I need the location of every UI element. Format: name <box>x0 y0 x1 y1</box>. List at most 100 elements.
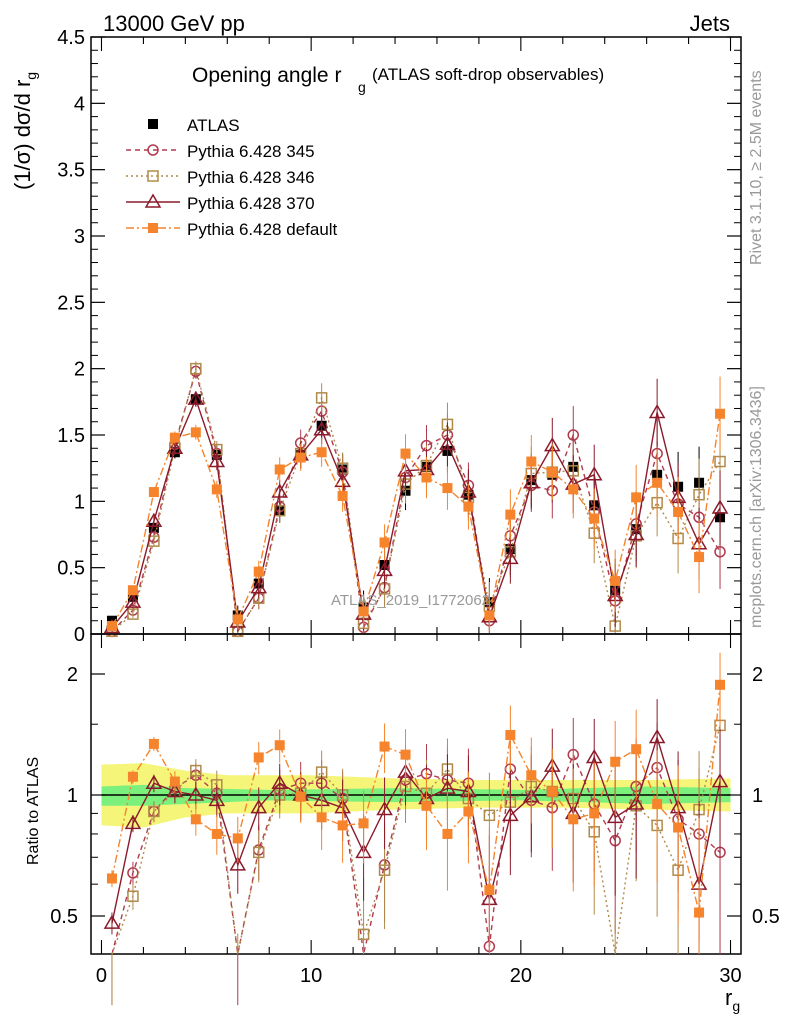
y-axis-label: (1/σ) dσ/d rg <box>10 72 39 190</box>
plot-title-sub: g <box>358 79 366 95</box>
main-y-tick-label: 1 <box>74 491 85 513</box>
main-y-tick-label: 1.5 <box>57 425 85 447</box>
data-point <box>400 448 411 459</box>
data-point <box>463 501 474 512</box>
ratio-point <box>502 806 519 822</box>
data-point <box>585 466 603 481</box>
data-point <box>211 484 222 495</box>
ratio-y-axis-label: Ratio to ATLAS <box>25 757 42 865</box>
data-point <box>148 487 159 498</box>
main-y-tick-label: 3 <box>74 226 85 248</box>
ratio-point <box>483 809 496 822</box>
ratio-y-tick-label-left: 1 <box>67 785 78 807</box>
ratio-line <box>111 684 721 913</box>
data-point <box>315 392 328 404</box>
ratio-point <box>145 774 163 789</box>
data-point <box>715 408 726 419</box>
data-point <box>652 477 663 488</box>
ratio-point <box>652 798 663 809</box>
main-y-tick-label: 2.5 <box>57 292 85 314</box>
ratio-point <box>232 833 243 844</box>
ratio-point <box>673 822 684 833</box>
ratio-point <box>463 806 474 817</box>
ratio-point <box>711 773 729 788</box>
series-line <box>111 413 721 627</box>
ratio-point <box>505 730 516 741</box>
ratio-y-tick-label-left: 0.5 <box>50 906 78 928</box>
ratio-point <box>250 799 268 814</box>
data-point <box>145 512 163 527</box>
mcplots-reference-label: mcplots.cern.ch [arXiv:1306.3436] <box>748 386 765 628</box>
legend-marker <box>148 119 158 129</box>
legend-label: Pythia 6.428 default <box>187 220 338 239</box>
ratio-point <box>610 756 621 767</box>
ratio-y-tick-label-right: 0.5 <box>752 906 780 928</box>
legend-label: Pythia 6.428 345 <box>187 142 315 161</box>
main-plot-ticks: 0 0.5 1 1.5 2 2.5 3 3.5 4 4.5 <box>57 27 741 646</box>
ratio-point <box>715 679 726 690</box>
ratio-series-pythia-6-428-default <box>106 652 726 954</box>
legend-entry: Pythia 6.428 370 <box>126 193 315 213</box>
ratio-point <box>627 795 645 810</box>
x-axis-label: rg <box>725 985 740 1014</box>
ratio-point <box>211 828 222 839</box>
x-axis-label-sub: g <box>732 998 740 1014</box>
data-point <box>337 491 348 502</box>
legend-entry: ATLAS <box>148 116 240 135</box>
ratio-y-tick-label-left: 2 <box>67 664 78 686</box>
data-point <box>526 456 537 467</box>
data-point <box>631 492 642 503</box>
data-point <box>148 522 159 533</box>
data-point <box>421 472 432 483</box>
ratio-point <box>127 890 139 902</box>
ratio-point <box>106 873 117 884</box>
ratio-plot-ticks: 0.5 0.51 12 20 10 20 30 <box>50 634 780 987</box>
data-point <box>442 483 453 494</box>
ratio-line <box>111 725 721 955</box>
ratio-point <box>648 729 666 744</box>
legend-entry: Pythia 6.428 default <box>126 220 338 239</box>
ratio-point <box>547 786 558 797</box>
data-point <box>253 566 264 577</box>
data-point <box>187 390 205 405</box>
ratio-point <box>127 771 138 782</box>
data-point <box>273 504 286 517</box>
main-y-tick-label: 0 <box>74 624 85 646</box>
ratio-point <box>229 856 247 871</box>
data-point <box>313 421 330 436</box>
data-point <box>127 585 138 596</box>
main-y-tick-label: 2 <box>74 359 85 381</box>
ratio-y-tick-label-right: 1 <box>752 785 763 807</box>
ratio-plot-series <box>103 652 729 1006</box>
x-tick-label: 10 <box>300 965 322 987</box>
legend-marker <box>147 170 159 182</box>
legend-entry: Pythia 6.428 345 <box>126 142 315 161</box>
ratio-point <box>208 791 226 807</box>
data-point <box>208 453 226 468</box>
x-tick-label: 0 <box>96 965 107 987</box>
ratio-point <box>274 740 285 751</box>
ratio-line <box>111 735 721 924</box>
ratio-point <box>148 738 159 749</box>
ratio-point <box>378 864 391 876</box>
ratio-point <box>190 814 201 825</box>
data-point <box>505 509 516 520</box>
main-y-tick-label: 4.5 <box>57 27 85 49</box>
data-point <box>484 610 495 621</box>
data-point <box>694 552 705 563</box>
ratio-point <box>337 820 348 831</box>
data-point <box>166 439 184 455</box>
data-point <box>714 455 726 468</box>
ratio-series-pythia-6-428-370 <box>103 699 729 954</box>
x-tick-label: 30 <box>719 965 741 987</box>
data-point <box>627 526 645 541</box>
data-point <box>568 484 579 495</box>
data-point <box>190 362 202 375</box>
x-axis-label-main: r <box>725 985 732 1010</box>
ratio-point <box>103 914 121 929</box>
ratio-point <box>376 801 393 816</box>
legend: ATLAS Pythia 6.428 345 Pythia 6.428 346 Pyt… <box>126 116 338 239</box>
data-point <box>502 549 519 565</box>
ratio-point <box>631 744 642 755</box>
